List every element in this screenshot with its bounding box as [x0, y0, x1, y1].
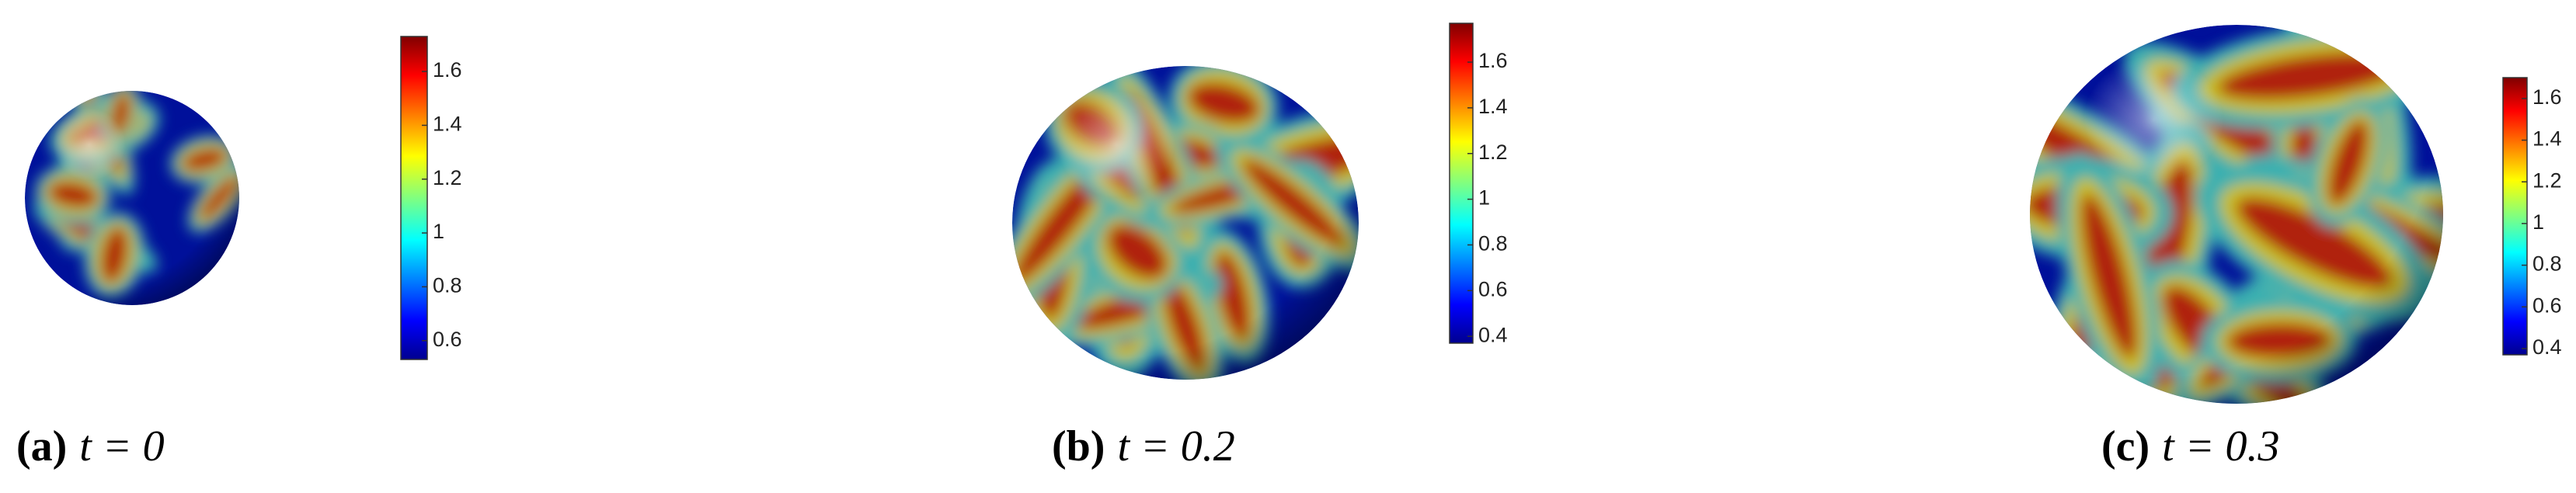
subfigure-label: (a)	[16, 422, 67, 470]
colorbar-tick-label: 0.4	[1478, 323, 1508, 346]
subfigure-label: (b)	[1052, 422, 1105, 470]
colorbar-tick-label: 1.6	[433, 58, 462, 82]
colorbar-tick-label: 1.2	[2532, 168, 2562, 192]
colorbar	[400, 36, 428, 360]
colorbar	[2502, 77, 2528, 356]
colorbar-tick-label: 1	[433, 220, 444, 243]
surface-shade	[25, 91, 239, 305]
subfigure-label: (c)	[2101, 422, 2150, 470]
colorbar-tick-label: 1.6	[1478, 49, 1508, 72]
colorbar-tick-label: 0.6	[2532, 293, 2562, 317]
colorbar-tick-label: 1.4	[2532, 127, 2562, 151]
colorbar-tick-label: 0.8	[2532, 252, 2562, 276]
colorbar-tick-label: 0.4	[2532, 335, 2562, 359]
surface	[2030, 25, 2443, 404]
subfigure-caption: t = 0.2	[1117, 422, 1234, 470]
subfigure-caption: t = 0.3	[2162, 422, 2279, 470]
colorbar-tick-label: 0.6	[1478, 277, 1508, 300]
colorbar-tick-label: 0.8	[433, 274, 462, 297]
surface-shade	[1012, 66, 1359, 380]
surface	[25, 91, 239, 305]
colorbar-tick-label: 1.2	[433, 166, 462, 189]
surface-shade	[2030, 25, 2443, 404]
colorbar-tick-label: 1.4	[1478, 95, 1508, 118]
colorbar-tick-label: 1	[1478, 186, 1490, 210]
colorbar-tick-label: 1	[2532, 210, 2544, 234]
colorbar-tick-label: 1.2	[1478, 141, 1508, 164]
colorbar	[1449, 23, 1474, 344]
colorbar-tick-label: 0.6	[433, 328, 462, 351]
colorbar-tick-label: 1.6	[2532, 85, 2562, 109]
colorbar-tick-label: 0.8	[1478, 232, 1508, 255]
colorbar-tick-label: 1.4	[433, 113, 462, 136]
subfigure-caption: t = 0	[79, 422, 164, 470]
surface	[1012, 66, 1359, 380]
